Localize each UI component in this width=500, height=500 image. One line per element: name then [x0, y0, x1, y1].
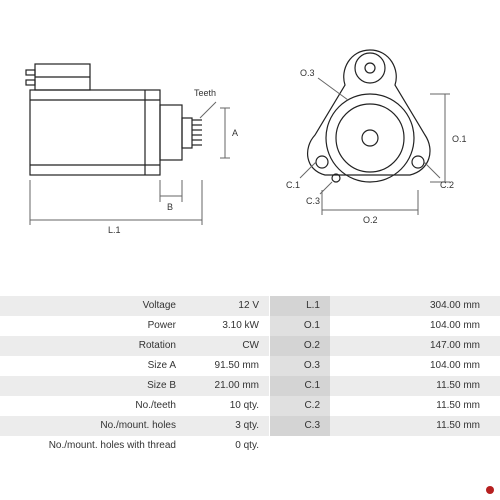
- spec-left-value: 12 V: [186, 296, 270, 316]
- spec-right-label: O.2: [270, 336, 330, 356]
- spec-right-value: 11.50 mm: [330, 416, 500, 436]
- spec-row: Power3.10 kWO.1104.00 mm: [0, 316, 500, 336]
- spec-left-value: 21.00 mm: [186, 376, 270, 396]
- spec-right-label: O.3: [270, 356, 330, 376]
- spec-right-value: 304.00 mm: [330, 296, 500, 316]
- dim-a-label: A: [232, 128, 238, 138]
- spec-left-value: 91.50 mm: [186, 356, 270, 376]
- dim-c1-label: C.1: [286, 180, 300, 190]
- spec-left-label: Power: [0, 316, 186, 336]
- spec-right-label: C.1: [270, 376, 330, 396]
- spec-right-label: [270, 436, 330, 456]
- spec-left-value: 0 qty.: [186, 436, 270, 456]
- spec-row: Voltage12 VL.1304.00 mm: [0, 296, 500, 316]
- spec-left-label: Size B: [0, 376, 186, 396]
- dim-o1-label: O.1: [452, 134, 467, 144]
- teeth-label: Teeth: [194, 88, 216, 98]
- dim-o3-label: O.3: [300, 68, 315, 78]
- side-view-drawing: Teeth A B L.1: [20, 30, 250, 240]
- spec-left-label: Size A: [0, 356, 186, 376]
- dim-b-label: B: [167, 202, 173, 212]
- spec-left-label: Voltage: [0, 296, 186, 316]
- spec-right-label: C.2: [270, 396, 330, 416]
- spec-right-value: 11.50 mm: [330, 376, 500, 396]
- spec-left-value: 3 qty.: [186, 416, 270, 436]
- spec-row: Size A91.50 mmO.3104.00 mm: [0, 356, 500, 376]
- spec-right-label: C.3: [270, 416, 330, 436]
- front-view-drawing: O.3 O.1 O.2 C.1 C.2 C.3: [270, 30, 470, 240]
- spec-right-value: 104.00 mm: [330, 356, 500, 376]
- spec-right-label: L.1: [270, 296, 330, 316]
- spec-right-value: 147.00 mm: [330, 336, 500, 356]
- spec-row: Size B21.00 mmC.111.50 mm: [0, 376, 500, 396]
- spec-right-value: 104.00 mm: [330, 316, 500, 336]
- spec-row: No./mount. holes with thread0 qty.: [0, 436, 500, 456]
- spec-left-label: Rotation: [0, 336, 186, 356]
- spec-left-label: No./teeth: [0, 396, 186, 416]
- spec-left-value: CW: [186, 336, 270, 356]
- spec-row: No./teeth10 qty.C.211.50 mm: [0, 396, 500, 416]
- spec-left-label: No./mount. holes: [0, 416, 186, 436]
- spec-row: No./mount. holes3 qty.C.311.50 mm: [0, 416, 500, 436]
- dim-o2-label: O.2: [363, 215, 378, 225]
- spec-row: RotationCWO.2147.00 mm: [0, 336, 500, 356]
- pinion-teeth: [192, 120, 202, 145]
- spec-left-value: 10 qty.: [186, 396, 270, 416]
- spec-table: Voltage12 VL.1304.00 mmPower3.10 kWO.110…: [0, 296, 500, 456]
- spec-right-label: O.1: [270, 316, 330, 336]
- dim-c2-label: C.2: [440, 180, 454, 190]
- spec-right-value: 11.50 mm: [330, 396, 500, 416]
- brand-dot-icon: [486, 486, 494, 494]
- spec-left-label: No./mount. holes with thread: [0, 436, 186, 456]
- technical-drawings: Teeth A B L.1 O.3: [0, 0, 500, 280]
- dim-c3-label: C.3: [306, 196, 320, 206]
- spec-left-value: 3.10 kW: [186, 316, 270, 336]
- spec-right-value: [330, 436, 500, 456]
- dim-l1-label: L.1: [108, 225, 121, 235]
